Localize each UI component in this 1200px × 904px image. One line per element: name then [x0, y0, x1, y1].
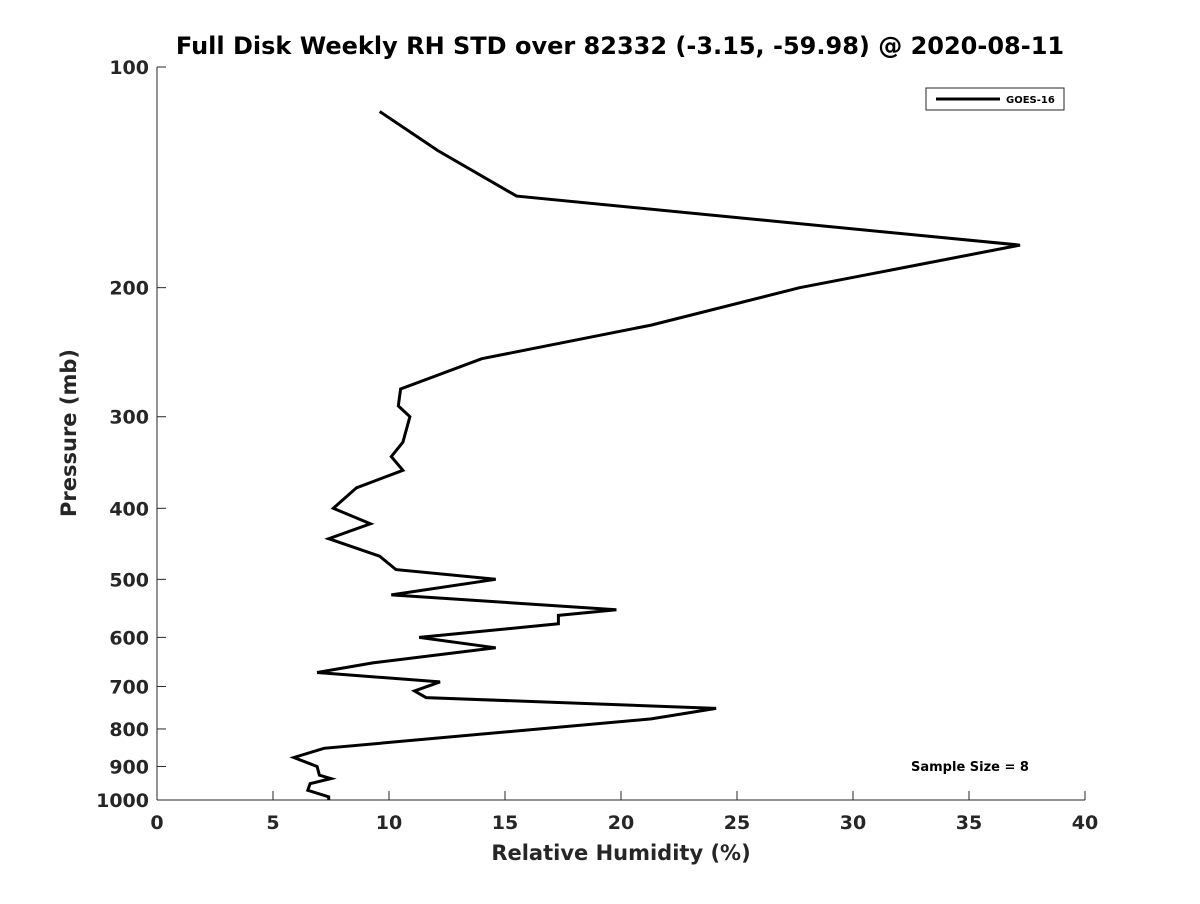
legend: GOES-16 [925, 87, 1065, 111]
y-tick-label: 300 [109, 407, 149, 429]
chart-title: Full Disk Weekly RH STD over 82332 (-3.1… [176, 32, 1064, 60]
plot-axes [156, 67, 1085, 801]
y-tick-label: 400 [109, 498, 149, 520]
legend-entry-goes-16: GOES-16 [1006, 95, 1055, 106]
x-tick-label: 40 [1072, 812, 1098, 834]
series-layer [289, 110, 1021, 800]
x-tick-label: 15 [492, 812, 518, 834]
x-tick-label: 25 [724, 812, 750, 834]
x-tick-label: 10 [376, 812, 402, 834]
x-tick-label: 35 [956, 812, 982, 834]
x-tick-label: 30 [840, 812, 866, 834]
x-axis-ticks: 0 5 10 15 20 25 30 35 40 [150, 791, 1098, 834]
x-tick-label: 0 [150, 812, 163, 834]
x-tick-label: 20 [608, 812, 634, 834]
y-axis-label: Pressure (mb) [57, 349, 81, 517]
y-tick-label: 200 [109, 278, 149, 300]
series-line-goes-16 [289, 110, 1021, 800]
y-tick-label: 100 [109, 57, 149, 79]
y-tick-label: 700 [109, 676, 149, 698]
y-tick-label: 800 [109, 719, 149, 741]
y-tick-label: 900 [109, 756, 149, 778]
y-axis-ticks: 100 200 300 400 500 600 700 800 900 1000 [96, 57, 166, 812]
y-tick-label: 600 [109, 627, 149, 649]
y-tick-label: 1000 [96, 790, 149, 812]
x-tick-label: 5 [266, 812, 279, 834]
sample-size-annotation: Sample Size = 8 [911, 760, 1029, 775]
y-tick-label: 500 [109, 569, 149, 591]
x-axis-label: Relative Humidity (%) [491, 841, 750, 865]
